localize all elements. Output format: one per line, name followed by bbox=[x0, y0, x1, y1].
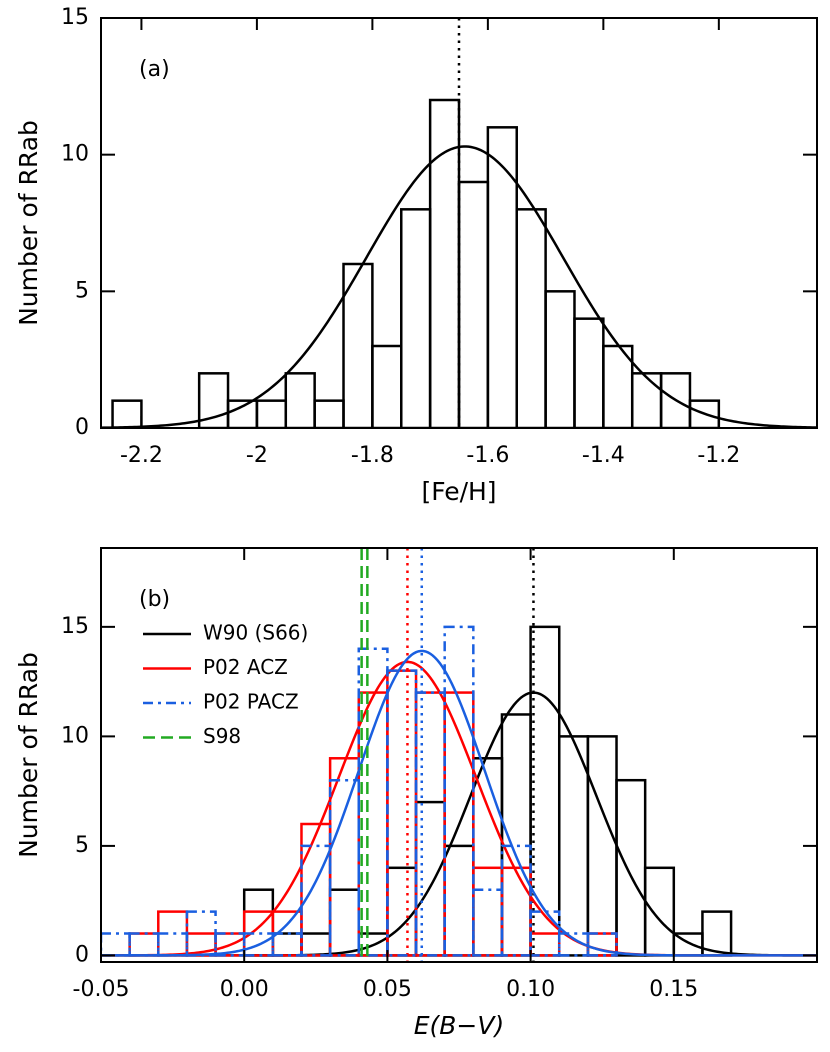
histogram-bar bbox=[386, 866, 418, 957]
histogram-bar bbox=[414, 691, 446, 957]
plot-frame bbox=[100, 547, 818, 963]
histogram-bar bbox=[157, 932, 189, 957]
plot-area bbox=[101, 548, 817, 962]
histogram-bar bbox=[500, 844, 532, 957]
x-tick-label: 0.10 bbox=[506, 977, 555, 1002]
y-tick-label: 10 bbox=[61, 723, 89, 748]
histogram-bar bbox=[271, 932, 303, 957]
histogram-bar bbox=[414, 800, 446, 957]
x-tick-label: -2.2 bbox=[120, 443, 163, 468]
histogram-bar bbox=[472, 866, 504, 957]
y-tick-label: 5 bbox=[75, 833, 89, 858]
histogram-bar bbox=[313, 399, 345, 428]
histogram-bar bbox=[271, 932, 303, 957]
y-tick-label: 0 bbox=[75, 415, 89, 440]
histogram-bar bbox=[386, 669, 418, 957]
plot-area bbox=[101, 18, 817, 428]
histogram-bar bbox=[128, 932, 160, 957]
legend-label: P02 PACZ bbox=[203, 690, 299, 714]
histogram-bar bbox=[457, 180, 490, 428]
histogram-bar bbox=[573, 317, 605, 428]
x-tick-label: -1.6 bbox=[466, 443, 509, 468]
fit-curve bbox=[101, 649, 817, 957]
histogram-bar bbox=[255, 399, 288, 428]
histogram-bar bbox=[300, 932, 332, 957]
y-tick-label: 15 bbox=[61, 614, 89, 639]
plot-frame bbox=[100, 17, 818, 429]
histogram-bar bbox=[357, 647, 389, 957]
histogram-bar bbox=[515, 208, 547, 428]
x-tick-label: -1.4 bbox=[582, 443, 625, 468]
y-axis-title: Number of RRab bbox=[14, 652, 43, 858]
histogram-bar bbox=[443, 625, 475, 957]
histogram-bar bbox=[242, 932, 275, 957]
histogram-bar bbox=[400, 208, 432, 428]
histogram-bar bbox=[529, 932, 561, 957]
y-tick-label: 5 bbox=[75, 278, 89, 303]
x-tick-label: -1.8 bbox=[351, 443, 394, 468]
panel-label: (b) bbox=[139, 587, 170, 612]
histogram-bar bbox=[472, 888, 504, 957]
legend-label: S98 bbox=[203, 724, 241, 748]
histogram-bar bbox=[101, 932, 131, 957]
histogram-bar bbox=[443, 844, 475, 957]
x-tick-label: -2 bbox=[246, 443, 268, 468]
x-tick-label: -0.05 bbox=[73, 977, 130, 1002]
histogram-bar bbox=[586, 735, 618, 957]
histogram-bar bbox=[472, 757, 504, 957]
legend-label: P02 ACZ bbox=[203, 655, 288, 679]
histogram-bar bbox=[557, 932, 590, 957]
panel-label: (a) bbox=[139, 57, 170, 82]
x-tick-label: 0.00 bbox=[220, 977, 269, 1002]
histogram-bar bbox=[544, 290, 576, 428]
histogram-bar bbox=[386, 669, 418, 957]
histogram-bar bbox=[630, 372, 663, 428]
x-tick-label: 0.05 bbox=[363, 977, 412, 1002]
histogram-bar bbox=[328, 888, 361, 957]
y-tick-label: 15 bbox=[61, 5, 89, 30]
histogram-bar bbox=[226, 399, 259, 428]
legend-label: W90 (S66) bbox=[203, 621, 308, 645]
histogram-bar bbox=[284, 372, 316, 428]
y-tick-label: 10 bbox=[61, 142, 89, 167]
y-axis-title: Number of RRab bbox=[14, 120, 43, 326]
histogram-bar bbox=[128, 932, 160, 957]
x-axis-title: [Fe/H] bbox=[421, 477, 496, 506]
histogram-bar bbox=[300, 822, 332, 957]
histogram-bar bbox=[643, 866, 676, 957]
histogram-bar bbox=[615, 778, 647, 957]
x-tick-label: -1.2 bbox=[697, 443, 740, 468]
histogram-bar bbox=[328, 778, 361, 957]
histogram-bar bbox=[557, 735, 590, 957]
histogram-bar bbox=[586, 932, 618, 957]
histogram-bar bbox=[111, 399, 143, 428]
histogram-bar bbox=[214, 932, 246, 957]
y-tick-label: 0 bbox=[75, 942, 89, 967]
histogram-bar bbox=[371, 344, 403, 428]
x-tick-label: 0.15 bbox=[649, 977, 698, 1002]
histogram-bar bbox=[486, 126, 518, 428]
histogram-bar bbox=[529, 625, 561, 957]
x-axis-title: E(B−V) bbox=[414, 1011, 505, 1040]
histogram-bar bbox=[414, 691, 446, 957]
